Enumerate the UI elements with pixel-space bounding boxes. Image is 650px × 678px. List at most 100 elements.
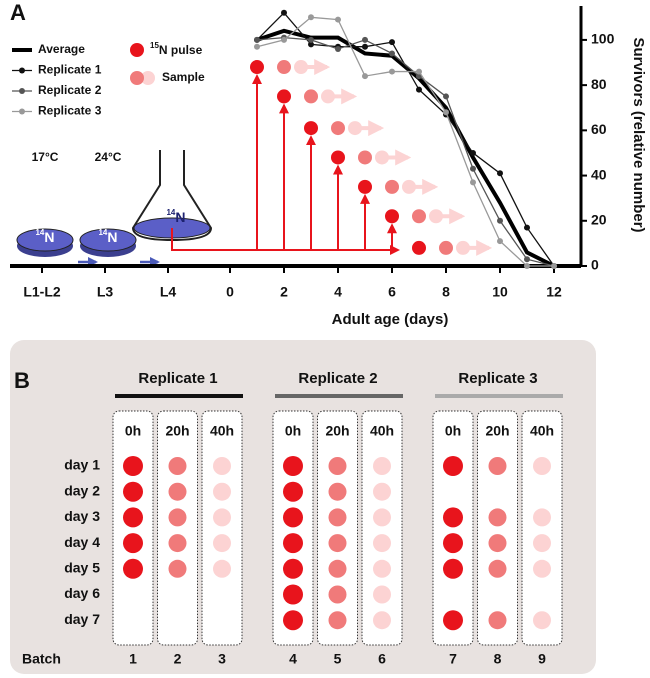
sample-dot <box>488 611 507 630</box>
batch-number: 2 <box>174 651 182 667</box>
batch-number: 1 <box>129 651 137 667</box>
legend-point <box>19 67 25 74</box>
series-line <box>256 36 555 267</box>
row-label: day 5 <box>64 560 100 576</box>
isotope-element: N <box>175 209 185 225</box>
sample-dot <box>213 457 231 475</box>
panel-b: day 1 day 2 day 3 day 4 day 5 day 6 day 7 Repli… <box>64 370 563 667</box>
sample-dot <box>283 456 303 476</box>
sample-dot <box>488 457 507 475</box>
series-point <box>497 170 503 177</box>
column-label: 20h <box>485 423 509 439</box>
sample-dot <box>488 559 507 578</box>
series-point <box>308 41 314 48</box>
legend-label: Sample <box>162 70 205 84</box>
batch-number: 6 <box>378 651 386 667</box>
isotope-element: N <box>44 229 54 245</box>
x-tick-label: 8 <box>442 284 450 300</box>
batch-number: 9 <box>538 651 546 667</box>
sample-dot <box>213 559 231 578</box>
sample-dot <box>429 209 443 224</box>
column-box <box>157 410 198 646</box>
x-tick-label: 10 <box>492 284 508 300</box>
sample-dot <box>123 481 143 502</box>
sample-dot <box>443 507 463 528</box>
series-point <box>470 179 476 186</box>
sample-dot <box>358 150 372 165</box>
sample-dot <box>443 533 463 554</box>
legend-label: Replicate 3 <box>38 104 102 118</box>
pulse-arrow <box>171 228 400 255</box>
series-point <box>389 68 395 75</box>
sample-dot <box>373 611 391 630</box>
sample-dot <box>168 508 187 527</box>
pulse-dot <box>385 209 399 224</box>
sample-dot <box>213 482 231 501</box>
sample-dot <box>123 507 143 528</box>
isotope-label: 14N <box>35 228 54 245</box>
legend-pulse <box>130 43 144 57</box>
column-label: 20h <box>165 423 189 439</box>
replicate-title: Replicate 2 <box>298 370 377 387</box>
sample-dot <box>373 534 391 553</box>
series-point <box>524 256 530 263</box>
legend-point <box>19 108 25 115</box>
sample-dot <box>277 60 291 75</box>
sample-dot <box>168 482 187 501</box>
x-tick-label: 12 <box>546 284 562 300</box>
series-point <box>335 16 341 23</box>
x-tick-label: 2 <box>280 284 288 300</box>
legend-label: Average <box>38 42 85 56</box>
column-label: 20h <box>325 423 349 439</box>
legend-label: Replicate 2 <box>38 83 102 97</box>
sample-dot <box>328 559 347 578</box>
sample-dot <box>328 508 347 527</box>
column-box <box>521 410 563 646</box>
row-label: day 4 <box>64 534 100 550</box>
legend-sample <box>130 71 144 85</box>
y-tick-label: 20 <box>591 211 607 227</box>
y-tick-label: 0 <box>591 257 599 273</box>
sample-dot <box>283 584 303 605</box>
pulse-dot <box>304 121 318 136</box>
sample-dot <box>321 89 335 104</box>
temperature: 24°C <box>95 150 122 164</box>
sample-dot <box>328 585 347 604</box>
sample-dot <box>328 534 347 553</box>
series-point <box>443 109 449 116</box>
column-box <box>317 410 358 646</box>
stage-label: L3 <box>97 284 114 300</box>
sample-dot <box>456 240 470 255</box>
batch-number: 8 <box>494 651 502 667</box>
y-axis-title: Survivors (relative number) <box>630 37 647 232</box>
column-box <box>272 410 314 646</box>
sample-dot <box>328 482 347 501</box>
sample-dot <box>123 558 143 579</box>
plot: 0 20 40 60 80 100 0 2 4 6 8 10 12 L1-L2 L3 L4 Average Rep… <box>10 6 615 300</box>
sample-dot <box>283 507 303 528</box>
series-point <box>497 238 503 245</box>
sample-dot <box>123 533 143 554</box>
pulse-dot <box>331 150 345 165</box>
series-point <box>416 68 422 75</box>
sample-dot <box>373 559 391 578</box>
row-label: day 7 <box>64 611 100 627</box>
series-line <box>256 11 555 267</box>
isotope-label: 14N <box>98 228 117 245</box>
dish <box>16 228 74 252</box>
sample-dot <box>213 534 231 553</box>
sample-dot <box>412 209 426 224</box>
legend-point <box>19 88 25 94</box>
series-point <box>335 45 341 52</box>
dish <box>79 228 137 252</box>
y-tick-label: 100 <box>591 31 615 47</box>
sample-dot <box>488 508 507 527</box>
x-tick-label: 4 <box>334 284 342 300</box>
sample-dot <box>348 121 362 136</box>
sample-dot <box>283 610 303 631</box>
series-point <box>308 36 314 43</box>
sample-dot <box>294 60 308 75</box>
sample-dot <box>443 558 463 579</box>
row-label: day 1 <box>64 457 100 473</box>
